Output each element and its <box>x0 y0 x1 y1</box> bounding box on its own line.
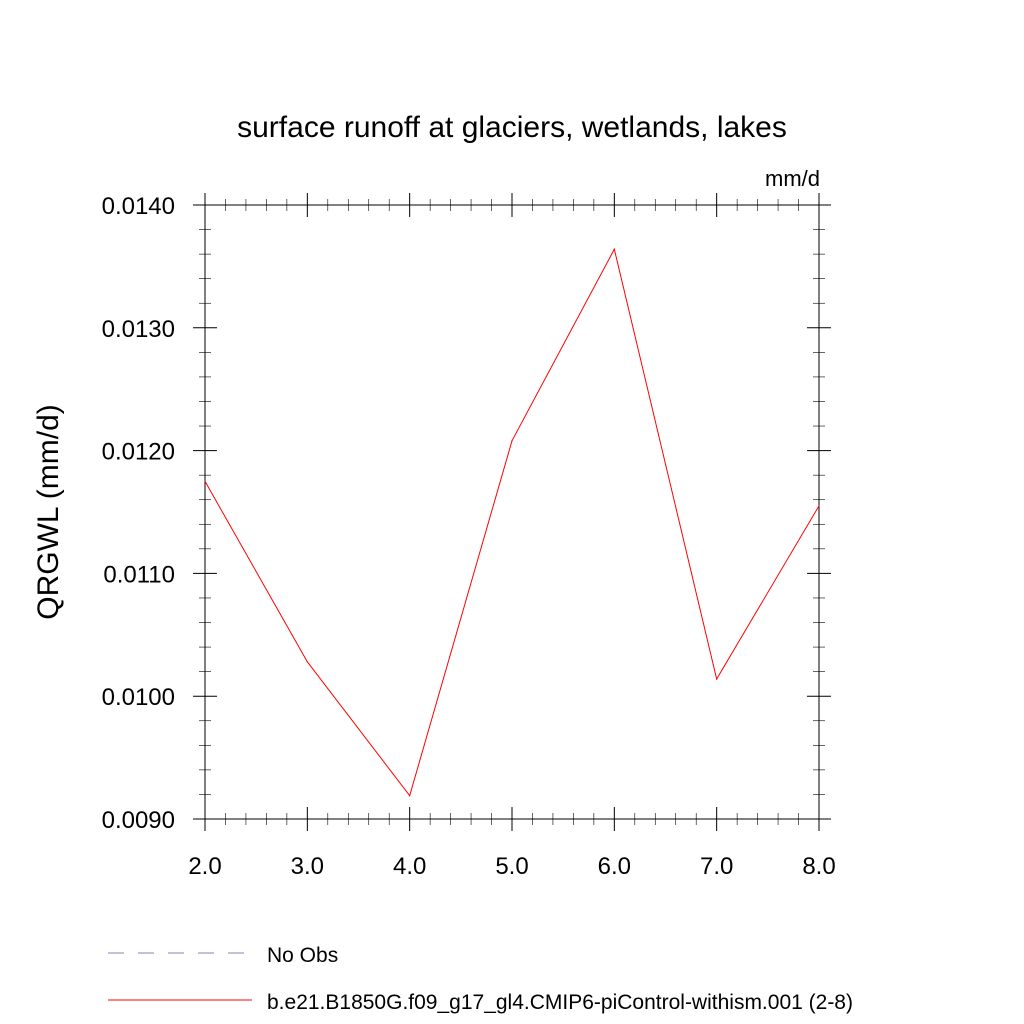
x-tick-label: 4.0 <box>393 853 426 880</box>
x-tick-label: 5.0 <box>495 853 528 880</box>
y-tick-label: 0.0140 <box>102 193 175 220</box>
y-tick-label: 0.0110 <box>103 561 175 588</box>
x-tick-labels: 2.0 3.0 4.0 5.0 6.0 7.0 8.0 <box>188 853 835 880</box>
x-tick-label: 7.0 <box>700 853 733 880</box>
x-tick-label: 3.0 <box>291 853 324 880</box>
chart-title: surface runoff at glaciers, wetlands, la… <box>237 111 787 144</box>
minor-ticks <box>199 199 825 825</box>
units-label: mm/d <box>765 166 820 191</box>
series-layer <box>204 247 820 797</box>
y-tick-label: 0.0130 <box>102 316 175 343</box>
y-tick-label: 0.0120 <box>102 439 175 466</box>
data-point <box>306 661 308 663</box>
series-line <box>204 247 820 797</box>
data-point <box>716 678 718 680</box>
x-tick-label: 8.0 <box>802 853 835 880</box>
y-tick-labels: 0.0090 0.0100 0.0110 0.0120 0.0130 0.0140 <box>102 193 175 834</box>
data-point <box>409 795 411 797</box>
x-tick-label: 2.0 <box>188 853 221 880</box>
data-point <box>511 440 513 442</box>
legend-label: b.e21.B1850G.f09_g17_gl4.CMIP6-piControl… <box>267 991 853 1014</box>
y-tick-label: 0.0090 <box>102 807 175 834</box>
x-tick-label: 6.0 <box>598 853 631 880</box>
data-point <box>818 505 820 507</box>
legend: No Obs b.e21.B1850G.f09_g17_gl4.CMIP6-piC… <box>108 944 853 1014</box>
plot-frame <box>204 204 820 820</box>
y-tick-label: 0.0100 <box>102 684 175 711</box>
data-point <box>204 480 206 482</box>
major-ticks <box>193 193 831 831</box>
y-axis-label: QRGWL (mm/d) <box>32 404 65 620</box>
legend-label: No Obs <box>267 944 338 967</box>
data-point <box>613 248 615 250</box>
